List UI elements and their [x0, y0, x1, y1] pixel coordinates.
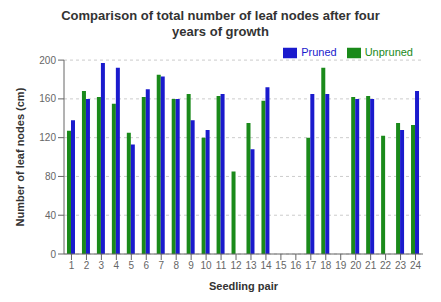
svg-text:10: 10	[201, 260, 213, 271]
svg-text:18: 18	[320, 260, 332, 271]
svg-text:200: 200	[39, 55, 56, 66]
svg-text:9: 9	[188, 260, 194, 271]
svg-text:3: 3	[99, 260, 105, 271]
svg-text:20: 20	[350, 260, 362, 271]
html-text:years of growth: years of growth	[172, 24, 269, 39]
svg-text:12: 12	[230, 260, 242, 271]
svg-text:Number of leaf nodes (cm): Number of leaf nodes (cm)	[14, 87, 26, 226]
svg-text:7: 7	[158, 260, 164, 271]
svg-text:160: 160	[39, 93, 56, 104]
svg-text:6: 6	[143, 260, 149, 271]
svg-text:0: 0	[50, 249, 56, 260]
svg-text:40: 40	[45, 210, 57, 221]
svg-text:21: 21	[365, 260, 377, 271]
html-text:Comparison of total number of: Comparison of total number of leaf nodes…	[61, 8, 380, 23]
svg-text:1: 1	[69, 260, 75, 271]
svg-text:4: 4	[114, 260, 120, 271]
svg-text:17: 17	[305, 260, 317, 271]
svg-text:19: 19	[335, 260, 347, 271]
svg-text:8: 8	[173, 260, 179, 271]
svg-text:16: 16	[290, 260, 302, 271]
html-text:Pruned: Pruned	[301, 46, 337, 58]
svg-text:120: 120	[39, 132, 56, 143]
svg-text:13: 13	[245, 260, 257, 271]
svg-text:Seedling pair: Seedling pair	[209, 280, 279, 292]
svg-text:5: 5	[129, 260, 135, 271]
svg-text:24: 24	[410, 260, 422, 271]
svg-text:11: 11	[216, 260, 227, 271]
svg-text:15: 15	[275, 260, 287, 271]
svg-text:80: 80	[45, 171, 57, 182]
svg-text:14: 14	[260, 260, 272, 271]
html-text:Unpruned: Unpruned	[364, 46, 413, 58]
svg-text:2: 2	[84, 260, 90, 271]
svg-text:23: 23	[395, 260, 407, 271]
svg-text:22: 22	[380, 260, 392, 271]
